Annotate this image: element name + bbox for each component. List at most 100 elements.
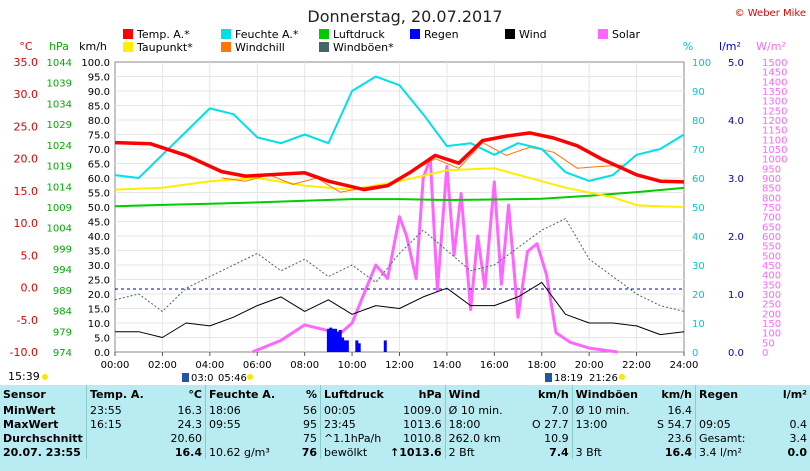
stats-cell [695,403,763,417]
wind-tick-label: 20.0 [88,290,110,301]
sun-marker-4: 21:26 [589,373,618,384]
rain-bar [343,340,347,352]
stats-cell: 10.9 [544,431,569,445]
stats-cell: 23:55 [86,403,153,417]
stats-cell: 1009.0 [403,403,442,417]
stats-cell: 16.3 [177,403,203,417]
legend-swatch [410,29,420,39]
solar-tick-label: 350 [762,280,781,291]
solar-tick-label: 0 [762,348,768,359]
stats-cell: 20.07. 23:55 [3,445,81,459]
solar-tick-label: 100 [762,329,781,340]
solar-tick-label: 1450 [762,68,787,79]
solar-tick-label: 750 [762,203,781,214]
grid-lines [115,62,684,352]
stats-cell: 20.60 [170,431,203,445]
stats-cell: 23.6 [667,431,693,445]
copyright-label: © Weber Mike [735,8,806,19]
pressure-tick-label: 994 [53,265,72,276]
sun-icon [247,374,253,380]
humidity-tick-label: 10 [692,319,705,330]
rain-tick-label: 0.0 [728,348,744,359]
x-tick-label: 06:00 [243,360,272,371]
rain-bar [341,337,345,352]
series-line-windböen [114,218,685,312]
solar-tick-label: 900 [762,174,781,185]
stats-cell [205,431,284,445]
solar-tick-label: 1100 [762,135,787,146]
stats-cell: 0.4 [789,417,808,431]
legend-swatch [221,42,231,52]
legend-label: Wind [519,28,547,41]
stats-header-row: Sensor Temp. A. °C Feuchte A. % Luftdruc… [0,385,810,403]
solar-tick-label: 600 [762,232,781,243]
solar-tick-label: 950 [762,164,781,175]
legend-label: Taupunkt* [136,41,193,54]
stats-header: Regen [695,385,763,403]
solar-tick-label: 1150 [762,126,787,137]
stats-header: Feuchte A. [205,385,284,403]
temp-tick-label: 25.0 [14,120,39,133]
pressure-tick-label: 989 [53,286,72,297]
pressure-tick-label: 1044 [47,58,72,69]
wind-tick-label: 25.0 [88,276,110,287]
solar-tick-label: 250 [762,300,781,311]
pressure-tick-label: 1029 [47,120,72,131]
stats-cell: ^1.1hPa/h [320,431,387,445]
stats-cell: 16.4 [174,445,202,459]
stats-cell [86,431,153,445]
series-line-feuchte-a [114,75,685,182]
solar-tick-label: 650 [762,222,781,233]
temp-tick-label: 15.0 [14,185,39,198]
rain-bar [338,329,342,352]
solar-tick-label: 1400 [762,77,787,88]
stats-cell: 3 Bft [571,445,642,459]
series-line-taupunkt [114,167,685,208]
x-tick-label: 12:00 [385,360,414,371]
series-line-solar [251,157,618,354]
stats-header: km/h [538,387,569,401]
wind-tick-label: 65.0 [88,160,110,171]
stats-cell: 16:15 [86,417,153,431]
wind-tick-label: 35.0 [88,247,110,258]
solar-tick-label: 1000 [762,155,787,166]
stats-cell: Ø 10 min. [444,403,518,417]
solar-tick-label: 800 [762,193,781,204]
stats-header: Wind [444,385,518,403]
pressure-tick-label: 979 [53,327,72,338]
stats-cell: 75 [303,431,317,445]
series-line-luftdruck [114,186,685,208]
x-tick-label: 24:00 [670,360,699,371]
temp-tick-label: 20.0 [14,153,39,166]
stats-cell: 0.0 [787,445,808,459]
stats-header: Sensor [3,387,46,401]
sun-left-time: 15:39 [8,370,40,383]
wind-tick-label: 75.0 [88,131,110,142]
sun-marker-3: 18:19 [554,373,583,384]
stats-cell: 7.0 [551,403,569,417]
legend-label: Temp. A.* [136,28,190,41]
legend-label: Feuchte A.* [235,28,299,41]
moon-icon [545,373,552,382]
legend-swatch [123,29,133,39]
humidity-tick-label: 30 [692,261,705,272]
x-tick-label: 16:00 [480,360,509,371]
rain-tick-label: 5.0 [728,58,744,69]
stats-cell: Ø 10 min. [571,403,642,417]
humidity-tick-label: 50 [692,203,705,214]
temp-tick-label: 30.0 [14,88,39,101]
wind-tick-label: 10.0 [88,319,110,330]
rain-bar [333,328,337,352]
stats-cell: 3.4 l/m² [695,445,763,459]
x-tick-label: 20:00 [575,360,604,371]
x-tick-label: 18:00 [527,360,556,371]
x-tick-label: 10:00 [338,360,367,371]
stats-cell: 18:00 [444,417,518,431]
legend-label: Windchill [235,41,285,54]
x-tick-label: 02:00 [148,360,177,371]
unit-lm2-label: l/m² [719,40,741,53]
rain-bar [326,328,330,352]
wind-tick-label: 85.0 [88,102,110,113]
x-tick-label: 04:00 [195,360,224,371]
wind-tick-label: 15.0 [88,305,110,316]
